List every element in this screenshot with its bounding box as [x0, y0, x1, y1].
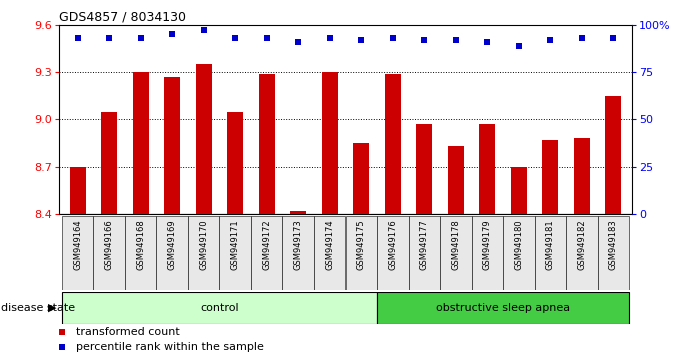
Text: percentile rank within the sample: percentile rank within the sample — [76, 342, 264, 352]
Bar — [353, 143, 369, 214]
Text: GSM949175: GSM949175 — [357, 219, 366, 270]
Bar — [70, 167, 86, 214]
Text: control: control — [200, 303, 239, 313]
Bar — [385, 74, 401, 214]
Bar — [227, 112, 243, 214]
Bar — [377, 216, 408, 290]
Text: transformed count: transformed count — [76, 327, 180, 337]
Bar — [417, 124, 432, 214]
Bar — [535, 216, 566, 290]
Text: GSM949178: GSM949178 — [451, 219, 460, 270]
Bar — [251, 216, 283, 290]
Bar — [322, 72, 338, 214]
Bar — [220, 216, 251, 290]
Bar — [259, 74, 274, 214]
Bar — [542, 140, 558, 214]
Bar — [133, 72, 149, 214]
Bar — [480, 124, 495, 214]
Text: GSM949176: GSM949176 — [388, 219, 397, 270]
Text: GSM949182: GSM949182 — [578, 219, 587, 270]
Bar — [196, 64, 211, 214]
Bar — [598, 216, 629, 290]
Bar — [62, 216, 93, 290]
Bar — [156, 216, 188, 290]
Bar — [471, 216, 503, 290]
Bar — [314, 216, 346, 290]
Bar — [290, 211, 306, 214]
Text: GSM949183: GSM949183 — [609, 219, 618, 270]
Text: disease state: disease state — [1, 303, 75, 313]
Text: ▶: ▶ — [48, 303, 57, 313]
Bar — [448, 146, 464, 214]
Bar — [93, 216, 125, 290]
Bar — [283, 216, 314, 290]
Bar — [62, 292, 377, 324]
Text: obstructive sleep apnea: obstructive sleep apnea — [436, 303, 570, 313]
Text: GSM949166: GSM949166 — [104, 219, 113, 270]
Text: GSM949172: GSM949172 — [262, 219, 272, 270]
Bar — [511, 167, 527, 214]
Bar — [377, 292, 629, 324]
Text: GSM949174: GSM949174 — [325, 219, 334, 270]
Bar — [566, 216, 598, 290]
Text: GSM949173: GSM949173 — [294, 219, 303, 270]
Text: GSM949180: GSM949180 — [514, 219, 523, 270]
Bar — [605, 96, 621, 214]
Text: GSM949179: GSM949179 — [483, 219, 492, 270]
Text: GSM949181: GSM949181 — [546, 219, 555, 270]
Bar — [346, 216, 377, 290]
Bar — [574, 138, 589, 214]
Bar — [188, 216, 220, 290]
Bar — [408, 216, 440, 290]
Text: GSM949177: GSM949177 — [419, 219, 429, 270]
Bar — [102, 112, 117, 214]
Bar — [164, 77, 180, 214]
Bar — [125, 216, 156, 290]
Bar — [503, 216, 535, 290]
Text: GDS4857 / 8034130: GDS4857 / 8034130 — [59, 11, 186, 24]
Text: GSM949171: GSM949171 — [231, 219, 240, 270]
Bar — [440, 216, 471, 290]
Text: GSM949164: GSM949164 — [73, 219, 82, 270]
Text: GSM949168: GSM949168 — [136, 219, 145, 270]
Text: GSM949169: GSM949169 — [168, 219, 177, 270]
Text: GSM949170: GSM949170 — [199, 219, 208, 270]
